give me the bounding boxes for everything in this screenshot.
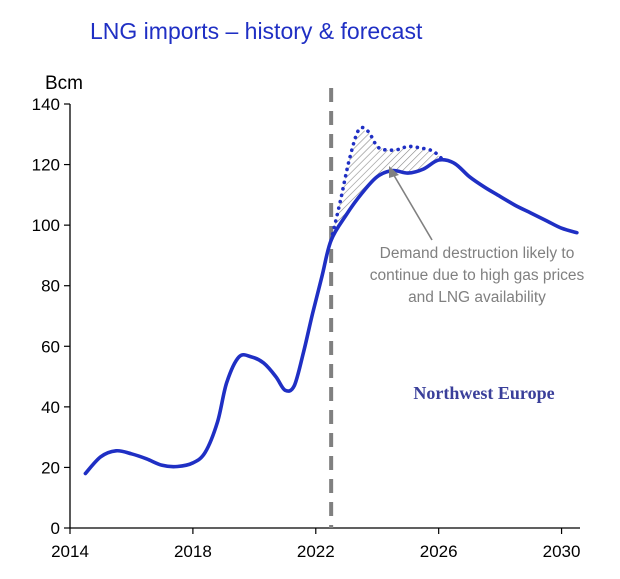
y-tick-label: 80 <box>41 277 60 296</box>
forecast-range-hatch <box>331 129 442 241</box>
x-tick-label: 2022 <box>297 542 335 561</box>
y-tick-label: 60 <box>41 337 60 356</box>
upper-range-line <box>329 125 444 243</box>
annotation-arrowhead <box>389 166 399 178</box>
x-tick-label: 2018 <box>174 542 212 561</box>
lng-imports-line <box>83 157 579 476</box>
region-label: Northwest Europe <box>413 383 554 403</box>
annotation-arrow <box>391 171 433 241</box>
x-tick-label: 2014 <box>51 542 89 561</box>
hatched-area <box>331 129 442 241</box>
y-tick-label: 140 <box>32 95 60 114</box>
x-tick-label: 2026 <box>420 542 458 561</box>
chart-title: LNG imports – history & forecast <box>90 18 423 44</box>
y-tick-label: 20 <box>41 458 60 477</box>
tick-labels: 0 20 40 60 80 100 120 140 2014 2018 2022 2026 2030 <box>32 95 581 561</box>
x-tick-label: 2030 <box>543 542 581 561</box>
annotation-line-1: Demand destruction likely to <box>380 245 575 262</box>
axes <box>64 103 580 534</box>
series-lines <box>83 125 579 476</box>
annotation-line-3: and LNG availability <box>408 289 546 306</box>
annotation-line-2: continue due to high gas prices <box>370 267 585 284</box>
y-axis-unit: Bcm <box>45 73 83 94</box>
y-tick-label: 0 <box>51 519 60 538</box>
y-tick-label: 120 <box>32 156 60 175</box>
y-tick-label: 40 <box>41 398 60 417</box>
y-tick-label: 100 <box>32 216 60 235</box>
